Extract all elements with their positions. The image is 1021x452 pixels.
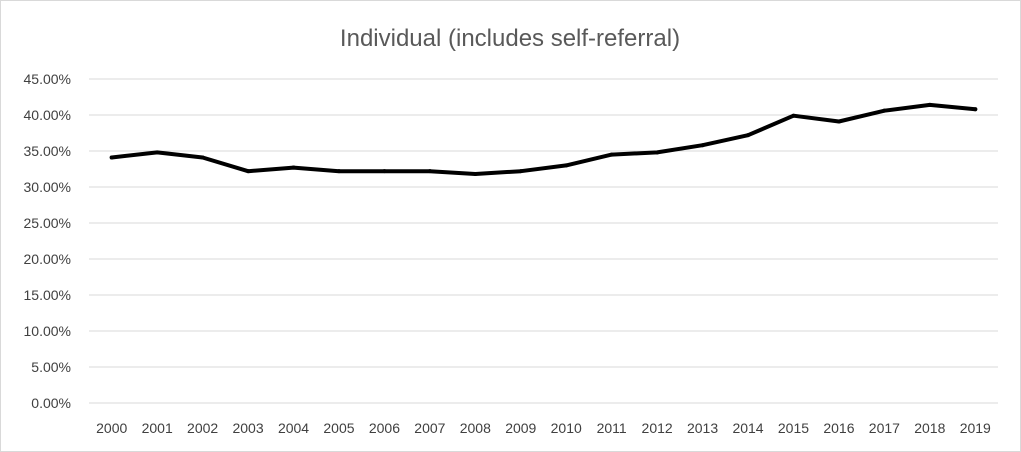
data-point [427, 169, 432, 174]
x-tick-label: 2016 [823, 420, 854, 436]
x-tick-label: 2007 [414, 420, 445, 436]
y-tick-label: 25.00% [24, 215, 71, 231]
data-point [655, 150, 660, 155]
y-tick-label: 45.00% [24, 71, 71, 87]
chart-title: Individual (includes self-referral) [340, 25, 680, 52]
y-axis-tick-labels: 0.00% 5.00% 10.00% 15.00% 20.00% 25.00% 30.00%… [24, 71, 71, 411]
series-layer [109, 102, 978, 177]
x-tick-label: 2000 [96, 420, 127, 436]
data-point [700, 143, 705, 148]
y-tick-label: 40.00% [24, 107, 71, 123]
data-point [836, 119, 841, 124]
data-point [927, 102, 932, 107]
x-tick-label: 2004 [278, 420, 309, 436]
x-tick-label: 2009 [505, 420, 536, 436]
y-tick-label: 20.00% [24, 251, 71, 267]
x-tick-label: 2014 [732, 420, 763, 436]
data-point [746, 133, 751, 138]
x-axis-tick-labels: 2000 2001 2002 2003 2004 2005 2006 2007 2008 2009… [96, 420, 991, 436]
x-tick-label: 2003 [232, 420, 263, 436]
x-tick-label: 2001 [142, 420, 173, 436]
data-point [609, 152, 614, 157]
data-point [200, 155, 205, 160]
x-tick-label: 2006 [369, 420, 400, 436]
x-tick-label: 2008 [460, 420, 491, 436]
data-point [382, 169, 387, 174]
data-point [246, 169, 251, 174]
y-tick-label: 35.00% [24, 143, 71, 159]
x-tick-label: 2010 [551, 420, 582, 436]
gridlines [89, 78, 998, 404]
x-tick-label: 2013 [687, 420, 718, 436]
x-tick-label: 2005 [323, 420, 354, 436]
x-tick-label: 2002 [187, 420, 218, 436]
x-tick-label: 2018 [914, 420, 945, 436]
data-point [291, 165, 296, 170]
data-point [973, 107, 978, 112]
data-point [791, 113, 796, 118]
x-tick-label: 2012 [642, 420, 673, 436]
x-tick-label: 2019 [960, 420, 991, 436]
y-tick-label: 30.00% [24, 179, 71, 195]
series-line [109, 102, 978, 176]
x-tick-label: 2017 [869, 420, 900, 436]
data-point [882, 108, 887, 113]
x-tick-label: 2015 [778, 420, 809, 436]
y-tick-label: 5.00% [31, 359, 71, 375]
data-point [564, 163, 569, 168]
y-tick-label: 10.00% [24, 323, 71, 339]
data-point [518, 169, 523, 174]
data-point [473, 172, 478, 177]
data-point [155, 150, 160, 155]
x-tick-label: 2011 [597, 420, 627, 436]
y-tick-label: 15.00% [24, 287, 71, 303]
data-point [336, 169, 341, 174]
data-point [109, 155, 114, 160]
y-tick-label: 0.00% [31, 395, 71, 411]
